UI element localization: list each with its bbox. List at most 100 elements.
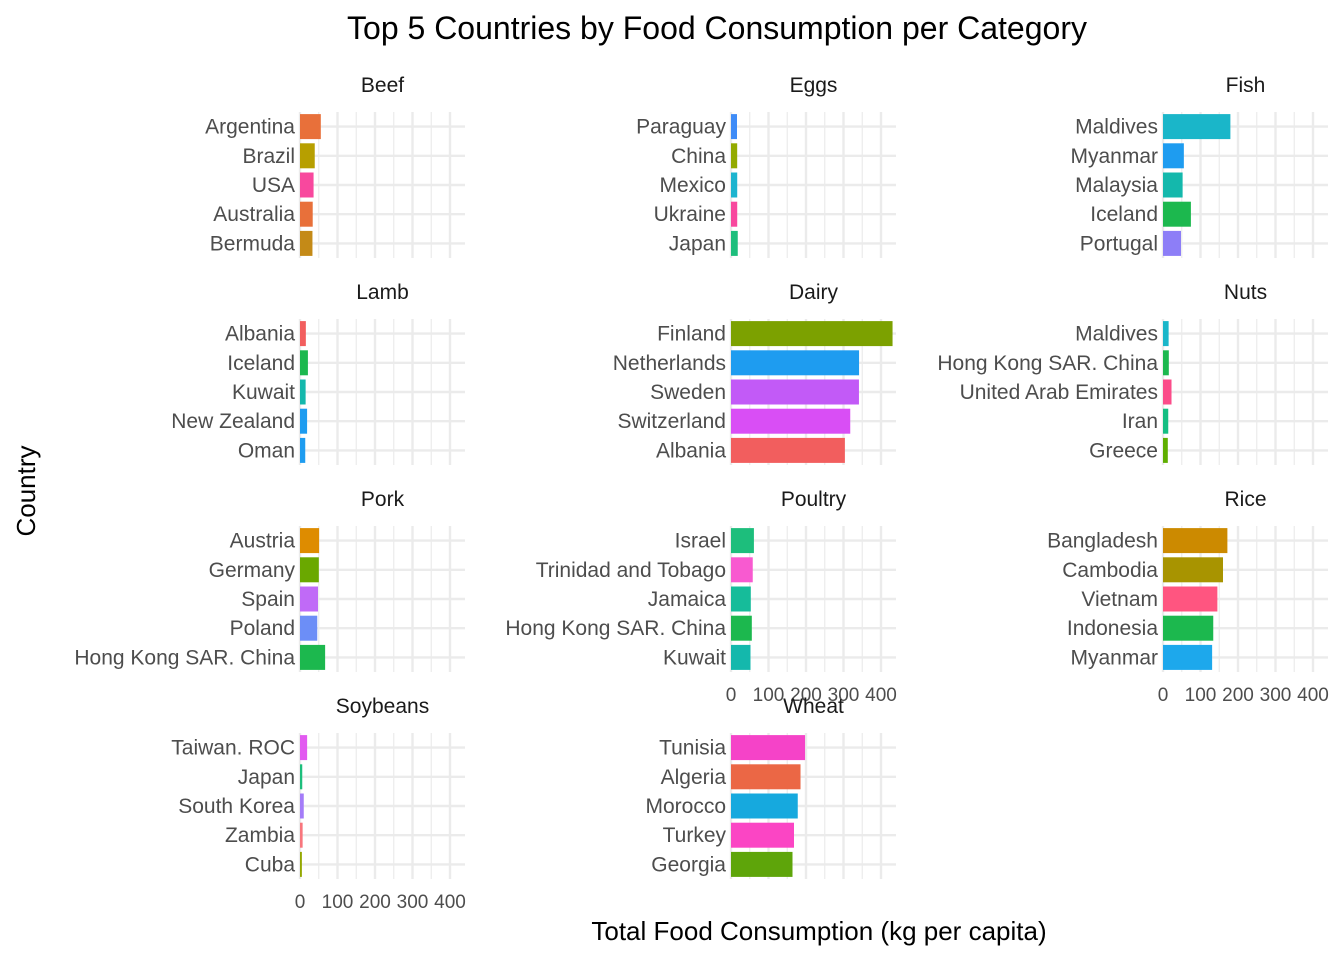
bar-lamb-oman [300,437,306,463]
bar-fish-myanmar [1163,143,1184,169]
bar-nuts-hong-kong-sar-china [1163,350,1169,376]
bar-rice-bangladesh [1163,528,1228,554]
y-tick-label: Japan [238,766,295,789]
bar-dairy-albania [731,437,845,463]
facet-label: Dairy [789,281,839,304]
bar-soybeans-taiwan-roc [300,735,308,761]
x-tick-label: 100 [322,892,354,913]
bar-dairy-sweden [731,379,859,405]
y-tick-label: Iran [1122,410,1158,433]
bar-nuts-iran [1163,408,1169,434]
bar-soybeans-japan [300,764,303,790]
y-tick-label: Algeria [661,766,727,789]
y-tick-label: Cambodia [1062,559,1158,582]
x-tick-label: 200 [359,892,391,913]
bar-eggs-paraguay [731,114,737,140]
y-tick-label: Israel [675,530,726,553]
y-axis-title: Country [11,445,41,536]
bar-rice-cambodia [1163,557,1223,583]
y-tick-label: Taiwan. ROC [171,737,295,760]
x-tick-label: 300 [828,685,860,706]
y-tick-label: Paraguay [636,116,726,139]
y-tick-label: South Korea [178,795,295,818]
y-tick-label: Tunisia [659,737,726,760]
y-tick-label: Jamaica [648,588,727,611]
facet-label: Beef [361,74,404,97]
bar-eggs-china [731,143,738,169]
bar-rice-myanmar [1163,644,1213,670]
bar-dairy-finland [731,321,893,347]
bar-dairy-switzerland [731,408,851,434]
y-tick-label: Kuwait [232,381,295,404]
y-tick-label: Portugal [1080,232,1158,255]
y-tick-label: Georgia [651,853,726,876]
y-tick-label: Maldives [1075,323,1158,346]
bar-nuts-united-arab-emirates [1163,379,1172,405]
facet-panel-pork: Pork Austria Germany Spain Poland Hong Kong S… [74,488,465,672]
bar-pork-hong-kong-sar-china [300,644,326,670]
bar-lamb-albania [300,321,306,347]
y-tick-label: Hong Kong SAR. China [937,352,1158,375]
bar-poultry-kuwait [731,644,751,670]
y-tick-label: Morocco [645,795,726,818]
y-tick-label: Albania [225,323,295,346]
y-tick-label: Maldives [1075,116,1158,139]
facet-label: Nuts [1224,281,1267,304]
facet-panel-rice: Rice Bangladesh Cambodia Vietnam Indonesia My… [1047,488,1329,706]
x-tick-label: 100 [753,685,785,706]
bar-fish-malaysia [1163,172,1183,198]
x-axis-title: Total Food Consumption (kg per capita) [591,916,1046,946]
bar-eggs-mexico [731,172,738,198]
bar-pork-austria [300,528,320,554]
bar-wheat-algeria [731,764,801,790]
bar-soybeans-zambia [300,822,303,848]
facet-panel-fish: Fish Maldives Myanmar Malaysia Iceland Portug… [1070,74,1328,258]
y-tick-label: Australia [213,203,295,226]
bar-poultry-hong-kong-sar-china [731,615,752,641]
facet-panel-dairy: Dairy Finland Netherlands Sweden Switzerland… [613,281,896,465]
x-tick-label: 200 [1222,685,1254,706]
bar-fish-maldives [1163,114,1231,140]
y-tick-label: Turkey [663,824,727,847]
x-tick-label: 0 [726,685,737,706]
x-tick-label: 200 [790,685,822,706]
bar-rice-indonesia [1163,615,1214,641]
bar-poultry-trinidad-and-tobago [731,557,753,583]
bar-lamb-kuwait [300,379,306,405]
y-tick-label: Albania [656,439,726,462]
y-tick-label: Greece [1089,439,1158,462]
facet-label: Wheat [783,695,844,718]
y-tick-label: Myanmar [1070,145,1158,168]
facet-label: Eggs [790,74,838,97]
facet-label: Poultry [781,488,847,511]
facet-label: Lamb [356,281,409,304]
y-tick-label: Argentina [205,116,295,139]
y-tick-label: Ukraine [654,203,726,226]
bar-beef-argentina [300,114,321,140]
y-tick-label: Indonesia [1067,617,1158,640]
facet-label: Fish [1226,74,1266,97]
bar-soybeans-south-korea [300,793,304,819]
bar-rice-vietnam [1163,586,1218,612]
facet-panel-nuts: Nuts Maldives Hong Kong SAR. China United A… [937,281,1328,465]
bar-fish-iceland [1163,201,1191,227]
bar-fish-portugal [1163,230,1181,256]
x-tick-label: 0 [295,892,306,913]
y-tick-label: Switzerland [617,410,726,433]
chart-title: Top 5 Countries by Food Consumption per … [347,10,1087,46]
y-tick-label: Hong Kong SAR. China [505,617,726,640]
y-tick-label: Myanmar [1070,646,1158,669]
facet-label: Rice [1224,488,1266,511]
x-tick-label: 0 [1158,685,1169,706]
facet-panel-poultry: Poultry Israel Trinidad and Tobago Jamaica H… [505,488,896,706]
x-tick-label: 300 [397,892,429,913]
x-tick-label: 400 [434,892,466,913]
bar-beef-usa [300,172,314,198]
x-tick-label: 400 [1297,685,1329,706]
y-tick-label: Trinidad and Tobago [536,559,726,582]
x-tick-label: 100 [1185,685,1217,706]
bar-pork-spain [300,586,318,612]
facet-panel-beef: Beef Argentina Brazil USA Australia Bermuda [205,74,465,258]
bar-beef-brazil [300,143,315,169]
bar-eggs-ukraine [731,201,738,227]
